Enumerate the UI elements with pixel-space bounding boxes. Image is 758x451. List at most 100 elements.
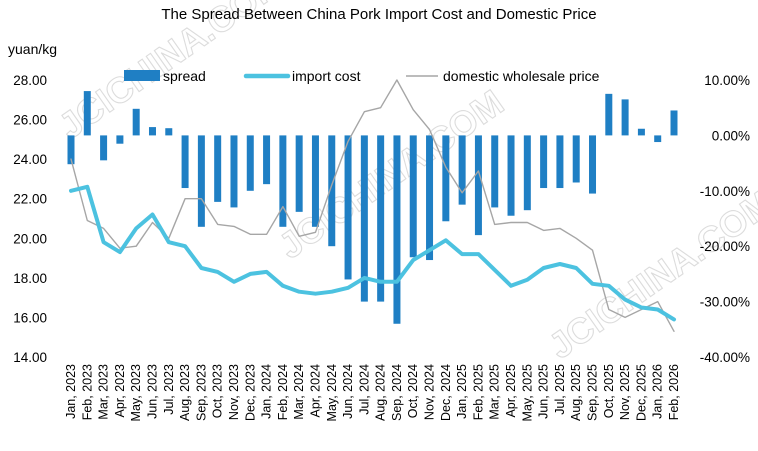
x-tick-label: Jun, 2025: [537, 364, 551, 419]
y-right-tick-label: -40.00%: [700, 350, 750, 365]
spread-bar: [295, 135, 303, 212]
spread-bar: [165, 128, 173, 136]
legend-label-import-cost: import cost: [292, 68, 361, 84]
spread-bar: [181, 135, 189, 189]
x-tick-label: Mar, 2025: [488, 364, 502, 420]
spread-bar: [605, 93, 613, 136]
y-left-axis: 14.00 16.00 18.00 20.00 22.00 24.00 26.00 28.00: [13, 73, 47, 365]
watermark-text: JCICHINA.COM: [541, 182, 758, 367]
spread-bar: [230, 135, 238, 208]
x-tick-label: Aug, 2025: [569, 364, 583, 421]
x-tick-label: Feb, 2025: [471, 364, 485, 420]
x-tick-label: Jul, 2025: [553, 364, 567, 415]
spread-bar: [67, 135, 75, 165]
spread-bar: [214, 135, 222, 202]
y-left-tick-label: 26.00: [13, 113, 47, 128]
x-tick-label: Oct, 2025: [602, 364, 616, 418]
x-tick-label: Jul, 2023: [162, 364, 176, 415]
x-tick-label: Jul, 2024: [357, 364, 371, 415]
y-left-tick-label: 18.00: [13, 271, 47, 286]
y-right-tick-label: 0.00%: [712, 128, 750, 143]
x-tick-label: Feb, 2026: [667, 364, 681, 420]
spread-bar: [621, 99, 629, 136]
x-tick-label: Dec, 2024: [439, 364, 453, 421]
spread-bar: [474, 135, 482, 236]
watermark-text: JCICHINA.COM: [271, 82, 511, 267]
y-left-unit-label: yuan/kg: [8, 41, 57, 57]
x-tick-label: Apr, 2025: [504, 364, 518, 418]
spread-bar: [507, 135, 515, 216]
y-left-tick-label: 22.00: [13, 192, 47, 207]
x-tick-label: Apr, 2023: [113, 364, 127, 418]
x-tick-label: Jun, 2024: [341, 364, 355, 419]
spread-bar: [83, 91, 91, 136]
x-tick-label: Jun, 2023: [145, 364, 159, 419]
spread-bar: [279, 135, 287, 227]
x-tick-label: Dec, 2023: [243, 364, 257, 421]
x-tick-label: Nov, 2024: [423, 364, 437, 420]
x-tick-label: Oct, 2023: [211, 364, 225, 418]
spread-bar: [654, 135, 662, 143]
legend-swatch-spread: [124, 70, 160, 81]
legend: spread import cost domestic wholesale pr…: [124, 68, 600, 84]
x-tick-label: Feb, 2023: [80, 364, 94, 420]
x-tick-label: Jan, 2023: [64, 364, 78, 419]
spread-bar: [148, 127, 156, 136]
spread-bar: [409, 135, 417, 258]
x-tick-label: Sep, 2025: [586, 364, 600, 421]
spread-bar: [442, 135, 450, 222]
import-cost-line: [69, 184, 676, 322]
spread-bar: [360, 135, 368, 302]
spread-bar: [523, 135, 531, 211]
x-tick-label: Mar, 2024: [292, 364, 306, 420]
x-tick-label: May, 2024: [325, 364, 339, 421]
x-tick-label: Nov, 2023: [227, 364, 241, 420]
spread-bar: [263, 135, 271, 185]
spread-bar: [328, 135, 336, 247]
x-tick-label: Jan, 2025: [455, 364, 469, 419]
x-tick-label: Aug, 2024: [374, 364, 388, 421]
x-tick-label: Feb, 2024: [276, 364, 290, 420]
y-left-tick-label: 24.00: [13, 152, 47, 167]
spread-bar: [491, 135, 499, 208]
spread-bar: [132, 108, 140, 136]
spread-bar: [393, 135, 401, 324]
y-left-tick-label: 28.00: [13, 73, 47, 88]
spread-bar: [311, 135, 319, 227]
x-tick-label: Mar, 2023: [97, 364, 111, 420]
y-right-axis: -40.00% -30.00% -20.00% -10.00% 0.00% 10.00%: [700, 73, 750, 365]
spread-bar: [377, 135, 385, 302]
spread-bar: [426, 135, 434, 261]
spread-bar: [556, 135, 564, 189]
x-tick-label: Aug, 2023: [178, 364, 192, 421]
series-lines: [69, 79, 676, 332]
spread-bar: [540, 135, 548, 189]
legend-label-domestic-price: domestic wholesale price: [443, 68, 600, 84]
spread-bar: [246, 135, 254, 191]
spread-bar: [116, 135, 124, 144]
x-tick-label: May, 2025: [520, 364, 534, 421]
spread-bar: [589, 135, 597, 194]
y-right-tick-label: -20.00%: [700, 239, 750, 254]
x-tick-label: May, 2023: [129, 364, 143, 421]
x-tick-label: Nov, 2025: [618, 364, 632, 420]
legend-label-spread: spread: [163, 68, 206, 84]
y-right-tick-label: -10.00%: [700, 184, 750, 199]
y-right-tick-label: 10.00%: [704, 73, 750, 88]
x-axis: Jan, 2023 Feb, 2023 Mar, 2023 Apr, 2023 May,…: [64, 364, 681, 422]
spread-bar: [197, 135, 205, 227]
spread-bar: [572, 135, 580, 183]
x-tick-label: Jan, 2026: [651, 364, 665, 419]
spread-bars: [67, 91, 678, 324]
spread-bar: [670, 110, 678, 136]
x-tick-label: Apr, 2024: [308, 364, 322, 418]
domestic-wholesale-price-line: [70, 79, 675, 332]
x-tick-label: Jan, 2024: [260, 364, 274, 419]
x-tick-label: Dec, 2025: [634, 364, 648, 421]
spread-bar: [100, 135, 108, 161]
x-tick-label: Sep, 2024: [390, 364, 404, 421]
x-tick-label: Oct, 2024: [406, 364, 420, 418]
